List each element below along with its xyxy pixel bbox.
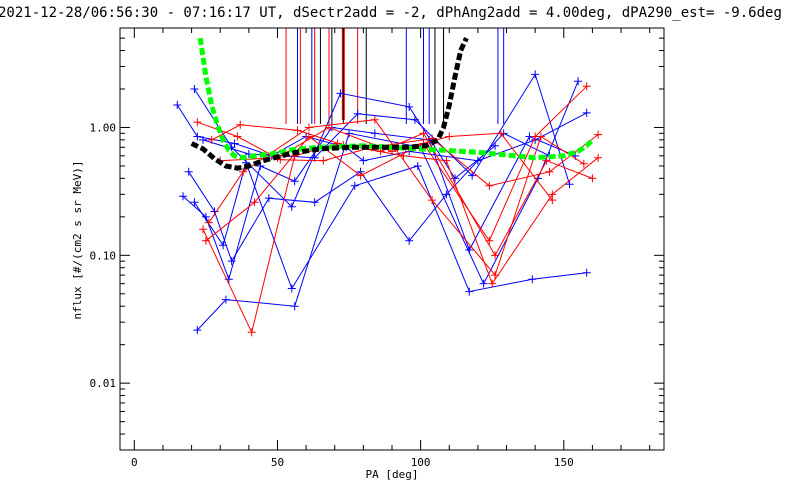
blue-data-point <box>442 190 451 199</box>
blue-data-point <box>468 171 477 180</box>
red-data-point <box>428 196 437 205</box>
blue-series-line <box>202 73 570 185</box>
red-data-point <box>233 132 242 141</box>
red-series-line <box>202 132 593 334</box>
blue-data-point <box>491 141 500 150</box>
red-data-point <box>548 196 557 205</box>
blue-data-point <box>193 326 202 335</box>
chart-title: 2021-12-28/06:56:30 - 07:16:17 UT, dSect… <box>0 5 782 21</box>
blue-data-point <box>574 77 583 86</box>
blue-data-point <box>350 181 359 190</box>
red-data-point <box>536 132 545 141</box>
blue-data-point <box>290 177 299 186</box>
blue-data-point <box>528 275 537 284</box>
red-data-point <box>356 171 365 180</box>
blue-data-point <box>582 108 591 117</box>
green-fit-curve <box>197 37 595 161</box>
y-tick-label: 0.01 <box>90 377 117 390</box>
blue-data-point <box>531 70 540 79</box>
red-data-point <box>199 225 208 234</box>
blue-data-point <box>410 115 419 124</box>
red-data-point <box>488 279 497 288</box>
red-data-point <box>485 181 494 190</box>
blue-data-point <box>479 279 488 288</box>
red-data-point <box>485 236 494 245</box>
red-series-line <box>220 126 553 201</box>
blue-data-point <box>359 156 368 165</box>
blue-data-point <box>565 180 574 189</box>
blue-data-point <box>224 275 233 284</box>
blue-data-point <box>405 102 414 111</box>
red-data-point <box>247 328 256 337</box>
red-data-point <box>419 129 428 138</box>
blue-data-point <box>264 194 273 203</box>
blue-data-point <box>178 192 187 201</box>
red-data-point <box>207 135 216 144</box>
red-data-point <box>491 271 500 280</box>
blue-series-line <box>196 81 579 331</box>
red-data-point <box>319 156 328 165</box>
red-data-point <box>545 167 554 176</box>
red-data-point <box>204 218 213 227</box>
blue-data-point <box>353 109 362 118</box>
x-tick-label: 150 <box>554 456 574 469</box>
red-data-point <box>594 153 603 162</box>
blue-data-point <box>290 302 299 311</box>
blue-data-point <box>413 161 422 170</box>
blue-series-line <box>193 161 587 293</box>
blue-series-line <box>188 132 550 263</box>
blue-data-point <box>199 135 208 144</box>
red-data-point <box>442 156 451 165</box>
blue-data-point <box>582 268 591 277</box>
blue-data-point <box>190 84 199 93</box>
red-data-point <box>370 115 379 124</box>
axes: 0 50 100 150 0.01 0.10 1.00 <box>90 27 664 469</box>
blue-data-point <box>450 174 459 183</box>
red-data-point <box>325 123 334 132</box>
blue-data-point <box>287 202 296 211</box>
red-data-point <box>542 156 551 165</box>
red-data-point <box>201 236 210 245</box>
blue-data-point <box>336 89 345 98</box>
black-fit-curve <box>190 37 469 171</box>
blue-data-point <box>193 132 202 141</box>
red-data-point <box>239 167 248 176</box>
red-data-point <box>579 159 588 168</box>
x-tick-label: 100 <box>411 456 431 469</box>
x-axis-label: PA [deg] <box>366 468 419 481</box>
blue-data-point <box>465 287 474 296</box>
x-tick-label: 50 <box>271 456 284 469</box>
plot-area <box>173 28 603 337</box>
blue-data-point <box>190 198 199 207</box>
red-data-point <box>582 82 591 91</box>
blue-data-point <box>184 167 193 176</box>
red-data-point <box>304 123 313 132</box>
blue-data-point <box>345 129 354 138</box>
y-axis-label: nflux [#/(cm2 s sr MeV)] <box>71 161 84 320</box>
red-data-point <box>496 129 505 138</box>
blue-data-point <box>287 284 296 293</box>
red-data-point <box>236 120 245 129</box>
y-tick-label: 1.00 <box>90 121 117 134</box>
blue-data-point <box>370 129 379 138</box>
blue-data-point <box>310 198 319 207</box>
red-data-point <box>293 126 302 135</box>
blue-data-point <box>173 100 182 109</box>
red-data-point <box>250 198 259 207</box>
red-data-point <box>491 251 500 260</box>
blue-data-point <box>405 236 414 245</box>
red-data-point <box>193 118 202 127</box>
red-series-line <box>205 85 588 242</box>
blue-series-line <box>182 126 576 281</box>
blue-data-point <box>221 295 230 304</box>
red-data-point <box>588 174 597 183</box>
plot-frame <box>119 27 665 451</box>
red-data-point <box>594 130 603 139</box>
blue-data-point <box>227 257 236 266</box>
red-data-point <box>445 132 454 141</box>
x-tick-label: 0 <box>131 456 138 469</box>
blue-data-point <box>219 241 228 250</box>
y-tick-label: 0.10 <box>90 249 117 262</box>
